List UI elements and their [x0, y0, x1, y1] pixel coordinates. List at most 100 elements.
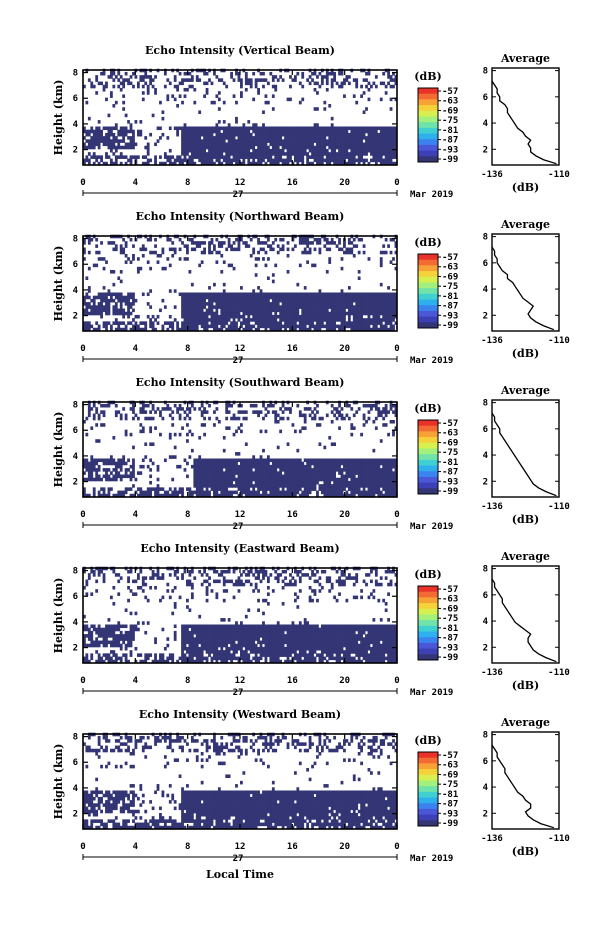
heatmap-cell: [205, 490, 209, 495]
heatmap-cell: [387, 321, 390, 325]
heatmap-cell: [249, 132, 253, 137]
heatmap-cell: [303, 311, 307, 316]
heatmap-cell: [384, 142, 388, 147]
heatmap-cell: [323, 480, 327, 485]
heatmap-cell: [173, 158, 177, 163]
heatmap-cell: [352, 244, 356, 248]
heatmap-cell: [345, 413, 349, 418]
heatmap-cell: [377, 148, 381, 153]
heatmap-cell: [384, 480, 388, 485]
heatmap-cell: [360, 432, 363, 437]
heatmap-cell: [311, 305, 314, 309]
heatmap-cell: [360, 136, 363, 140]
heatmap-cell: [303, 487, 307, 491]
heatmap-cell: [132, 324, 135, 329]
heatmap-cell: [129, 327, 133, 332]
heatmap-cell: [171, 321, 175, 325]
heatmap-cell: [112, 139, 116, 143]
heatmap-cell: [325, 308, 329, 313]
heatmap-cell: [379, 81, 383, 86]
heatmap-cell: [345, 132, 349, 137]
heatmap-cell: [352, 292, 356, 297]
heatmap-cell: [220, 487, 224, 491]
heatmap-cell: [87, 237, 91, 242]
heatmap-cell: [198, 311, 202, 316]
heatmap-cell: [242, 480, 246, 485]
heatmap-cell: [296, 484, 300, 488]
heatmap-cell: [105, 656, 108, 661]
heatmap-cell: [95, 407, 99, 411]
heatmap-cell: [154, 327, 157, 332]
heatmap-cell: [193, 132, 197, 137]
heatmap-cell: [352, 305, 356, 309]
heatmap-cell: [144, 416, 148, 421]
heatmap-cell: [284, 407, 287, 411]
heatmap-cell: [225, 311, 229, 316]
heatmap-cell: [316, 148, 319, 153]
heatmap-cell: [244, 416, 248, 421]
heatmap-cell: [124, 432, 128, 437]
heatmap-cell: [203, 298, 206, 303]
heatmap-cell: [208, 158, 211, 163]
heatmap-cell: [281, 480, 285, 485]
heatmap-cell: [274, 311, 278, 316]
heatmap-cell: [210, 480, 214, 485]
heatmap-cell: [181, 302, 184, 306]
heatmap-cell: [203, 81, 206, 86]
heatmap-cell: [384, 91, 388, 95]
heatmap-cell: [190, 129, 194, 134]
heatmap-cell: [127, 292, 130, 297]
heatmap-cell: [360, 474, 363, 479]
colorbar-frame: [417, 253, 439, 329]
heatmap-cell: [166, 94, 170, 98]
heatmap-cell: [230, 161, 233, 166]
heatmap-cell: [262, 490, 265, 495]
heatmap-cell: [244, 474, 248, 479]
heatmap-cell: [384, 139, 388, 143]
heatmap-cell: [333, 155, 337, 159]
heatmap-cell: [208, 129, 211, 134]
heatmap-cell: [210, 311, 214, 316]
heatmap-cell: [119, 458, 123, 463]
heatmap-cell: [343, 241, 346, 245]
heatmap-cell: [333, 413, 337, 418]
heatmap-cell: [384, 136, 388, 140]
heatmap-cell: [264, 324, 268, 329]
heatmap-cell: [215, 321, 219, 325]
heatmap-cell: [188, 126, 192, 131]
heatmap-cell: [350, 327, 354, 332]
heatmap-cell: [198, 314, 202, 319]
heatmap-cell: [173, 247, 177, 252]
colorbar-segment: [418, 431, 438, 438]
heatmap-cell: [355, 81, 359, 86]
heatmap-cell: [254, 490, 258, 495]
heatmap-cell: [237, 403, 241, 408]
heatmap-cell: [325, 270, 329, 274]
heatmap-cell: [289, 302, 292, 306]
panel-2: Echo Intensity (Northward Beam)0 4 8 12 16 20…: [52, 210, 570, 366]
heatmap-cell: [293, 75, 297, 79]
heatmap-cell: [382, 311, 386, 316]
heatmap-cell: [257, 413, 260, 418]
heatmap-cell: [335, 324, 339, 329]
heatmap-cell: [340, 314, 344, 319]
heatmap-cell: [340, 247, 344, 252]
heatmap-cell: [129, 136, 133, 140]
heatmap-cell: [230, 126, 233, 131]
y-tick-label: 4: [73, 452, 79, 462]
heatmap-cell: [313, 461, 317, 466]
colorbar-segment: [418, 437, 438, 444]
heatmap-cell: [340, 298, 344, 303]
heatmap-cell: [117, 410, 121, 414]
heatmap-cell: [136, 155, 140, 159]
heatmap-cell: [372, 464, 376, 469]
heatmap-cell: [242, 129, 246, 134]
heatmap-cell: [92, 569, 96, 574]
heatmap-cell: [105, 308, 108, 313]
heatmap-cell: [230, 477, 233, 482]
heatmap-cell: [303, 129, 307, 134]
heatmap-cell: [298, 410, 302, 414]
heatmap-cell: [303, 471, 307, 475]
heatmap-cell: [379, 318, 383, 322]
heatmap-cell: [379, 145, 383, 150]
